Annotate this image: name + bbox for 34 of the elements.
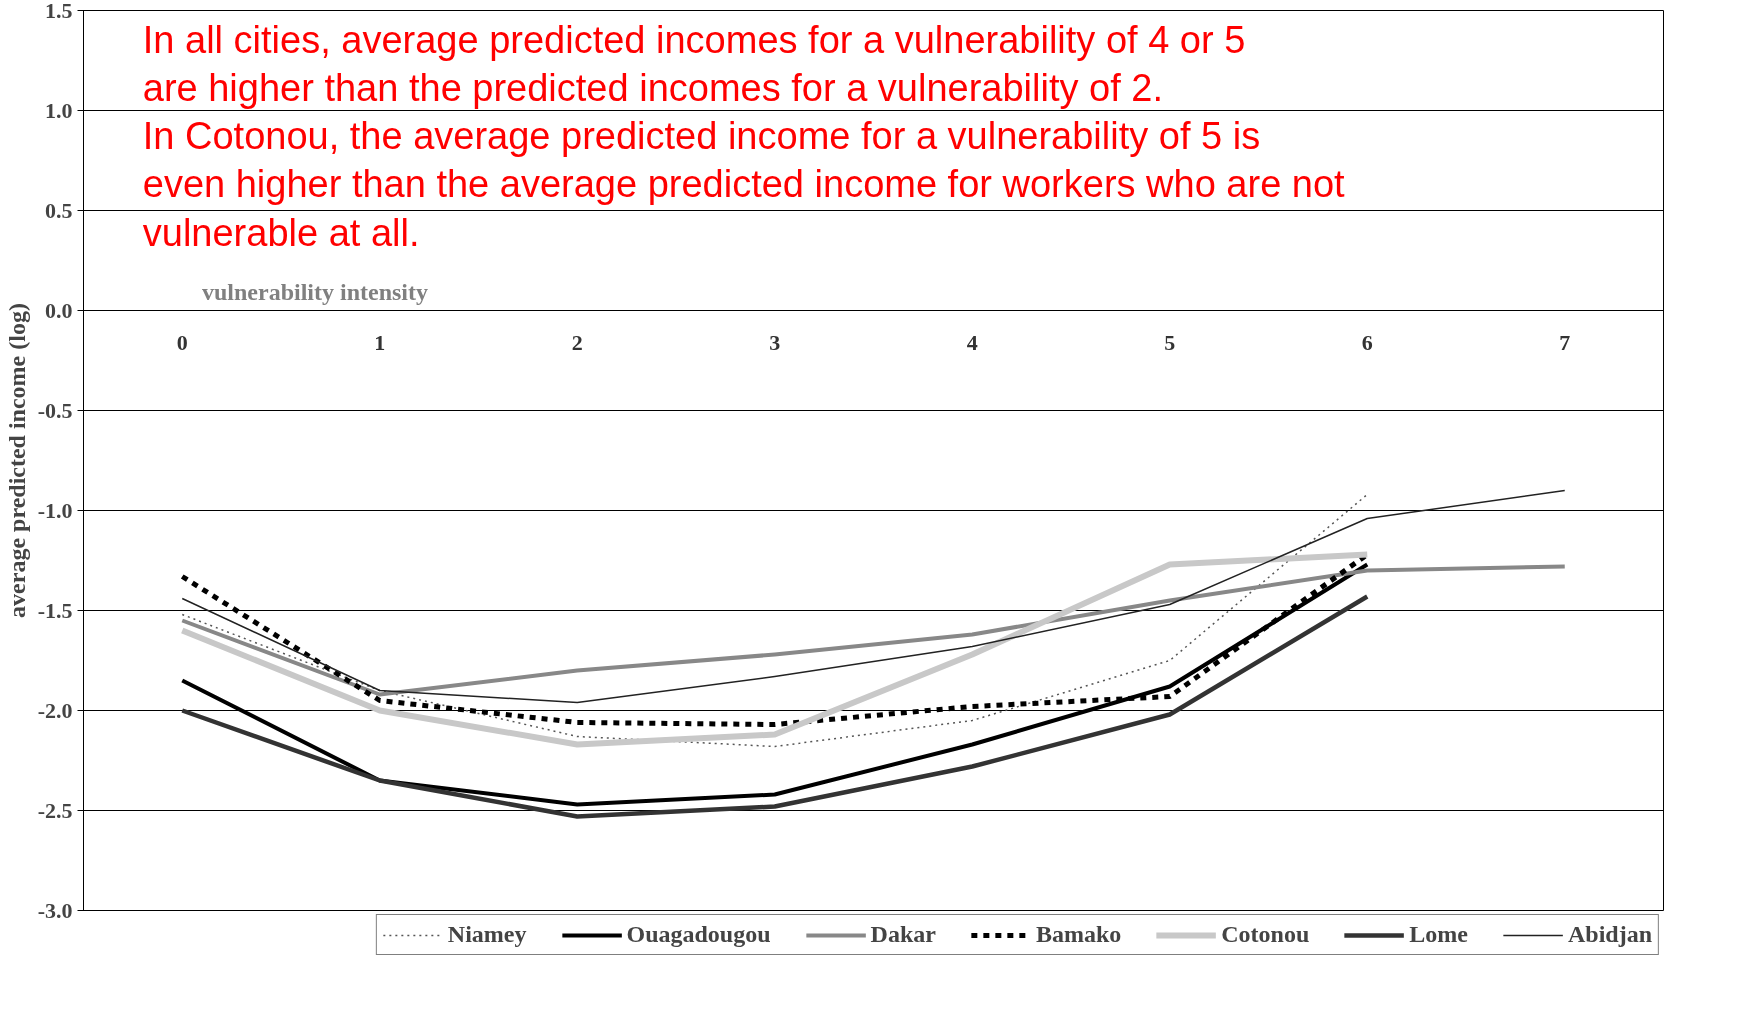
legend-label: Niamey	[447, 921, 527, 948]
legend-label: Bamako	[1035, 921, 1122, 948]
legend-label: Cotonou	[1221, 921, 1310, 948]
x-tick-label: 6	[1361, 329, 1373, 355]
line-series	[181, 493, 1368, 748]
y-tick-label: 1.5	[45, 0, 73, 23]
y-tick-label: -0.5	[37, 397, 73, 423]
x-tick-label: 3	[769, 329, 781, 355]
x-tick-label: 4	[966, 329, 978, 355]
x-axis-title: vulnerability intensity	[202, 278, 429, 305]
y-axis-title: average predicted income (log)	[3, 303, 30, 618]
x-tick-label: 2	[571, 329, 583, 355]
line-series	[180, 562, 1370, 807]
line-series	[180, 564, 1567, 697]
y-tick-label: 0.0	[45, 297, 73, 323]
y-tick-label: -2.0	[37, 697, 73, 723]
y-tick-label: -1.0	[37, 497, 73, 523]
line-series	[180, 594, 1370, 819]
y-tick-label: -1.5	[37, 597, 73, 623]
x-tick-label: 1	[374, 329, 386, 355]
y-tick-label: -2.5	[37, 797, 73, 823]
legend-label: Lome	[1409, 921, 1468, 948]
legend-label: Ouagadougou	[626, 921, 771, 948]
x-tick-label: 5	[1164, 329, 1176, 355]
legend-label: Abidjan	[1567, 921, 1652, 948]
x-tick-label: 0	[176, 329, 188, 355]
y-tick-label: -3.0	[37, 897, 73, 923]
y-tick-label: 0.5	[45, 197, 73, 223]
annotation: In Cotonou, the average predicted income for a vulnerability of 5 is even higher than the average predicted income for workers who are not vulnerable at all.	[142, 115, 1346, 254]
annotation: In all cities, average predicted incomes for a vulnerability of 4 or 5 are higher than the predicted incomes for a vulnerability of 2.	[142, 18, 1246, 109]
legend-label: Dakar	[870, 921, 936, 948]
line-series	[181, 489, 1566, 704]
x-tick-label: 7	[1559, 329, 1571, 355]
y-tick-label: 1.0	[45, 97, 73, 123]
